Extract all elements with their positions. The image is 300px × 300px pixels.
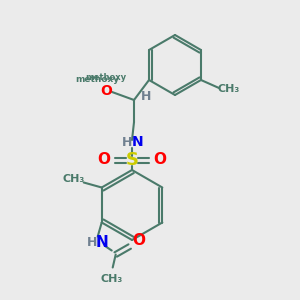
Text: H: H [141, 89, 151, 103]
Text: CH₃: CH₃ [100, 274, 123, 284]
Text: O: O [132, 233, 145, 248]
Text: CH₃: CH₃ [218, 84, 240, 94]
Text: O: O [100, 84, 112, 98]
Text: S: S [125, 151, 139, 169]
Text: O: O [98, 152, 110, 167]
Text: H: H [122, 136, 132, 148]
Text: N: N [95, 235, 108, 250]
Text: H: H [86, 236, 97, 249]
Text: O: O [154, 152, 166, 167]
Text: methoxy: methoxy [75, 74, 119, 83]
Text: methoxy: methoxy [85, 74, 127, 82]
Text: N: N [132, 135, 144, 149]
Text: CH₃: CH₃ [63, 175, 85, 184]
